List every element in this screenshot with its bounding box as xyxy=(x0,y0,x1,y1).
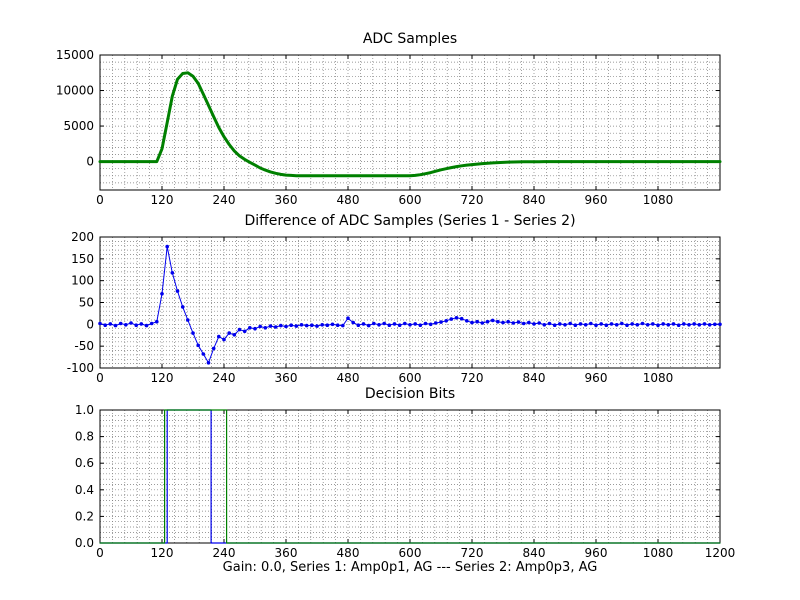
chart-difference-xtick-label: 240 xyxy=(213,371,236,385)
chart-decision-bits-xtick-label: 0 xyxy=(96,546,104,560)
chart-adc-samples-xtick-label: 600 xyxy=(399,193,422,207)
chart-adc-samples-xtick-label: 840 xyxy=(523,193,546,207)
chart-decision-bits-xtick-label: 1200 xyxy=(705,546,736,560)
chart-difference-ytick-label: -100 xyxy=(67,361,94,375)
chart-adc-samples-ticks xyxy=(99,54,720,190)
chart-adc-samples-xtick-label: 0 xyxy=(96,193,104,207)
chart-difference-ytick-label: 100 xyxy=(71,274,94,288)
chart-difference-ytick-label: 150 xyxy=(71,252,94,266)
chart-difference-xtick-label: 720 xyxy=(461,371,484,385)
chart-decision-bits-ytick-label: 0.2 xyxy=(75,509,94,523)
chart-difference-ytick-label: 0 xyxy=(86,317,94,331)
chart-decision-bits-xtick-label: 120 xyxy=(151,546,174,560)
chart-adc-samples-xtick-label: 480 xyxy=(337,193,360,207)
chart-decision-bits-ytick-label: 0.8 xyxy=(75,430,94,444)
chart-decision-bits-grid xyxy=(99,409,721,544)
chart-adc-samples-xtick-label: 1080 xyxy=(643,193,674,207)
chart-difference-markers-difference xyxy=(98,244,722,365)
chart-decision-bits-xtick-label: 240 xyxy=(213,546,236,560)
chart-difference-xtick-label: 120 xyxy=(151,371,174,385)
chart-difference-ytick-label: 50 xyxy=(79,296,94,310)
chart-decision-bits: 0 120 240 360 480 600 720 840 960 1080 1200 0.0 0.2 0… xyxy=(75,403,735,560)
chart-decision-bits-ytick-label: 0.4 xyxy=(75,483,94,497)
chart-adc-samples-xtick-label: 960 xyxy=(585,193,608,207)
chart-adc-samples-xtick-label: 720 xyxy=(461,193,484,207)
chart-difference-xtick-label: 0 xyxy=(96,371,104,385)
chart-adc-samples-ytick-label: 5000 xyxy=(63,119,94,133)
chart-decision-bits-ytick-label: 0.6 xyxy=(75,456,94,470)
chart-difference-xtick-label: 480 xyxy=(337,371,360,385)
chart-decision-bits-ytick-label: 0.0 xyxy=(75,536,94,550)
chart-decision-bits-xtick-label: 840 xyxy=(523,546,546,560)
chart-difference-xtick-label: 840 xyxy=(523,371,546,385)
chart-difference-xtick-label: 360 xyxy=(275,371,298,385)
chart-adc-samples-ytick-label: 15000 xyxy=(56,48,94,62)
figure-xlabel: Gain: 0.0, Series 1: Amp0p1, AG --- Seri… xyxy=(222,560,598,575)
chart-difference-grid xyxy=(99,236,721,369)
chart-decision-bits-series-decision-series1 xyxy=(99,409,721,544)
chart-adc-samples-ytick-label: 10000 xyxy=(56,84,94,98)
chart-adc-samples-xtick-label: 120 xyxy=(151,193,174,207)
chart-adc-samples-series-adc-pulse xyxy=(98,71,722,178)
chart-adc-samples-ytick-label: 0 xyxy=(86,155,94,169)
chart3-title: Decision Bits xyxy=(364,386,456,402)
chart-difference: 0 120 240 360 480 600 720 840 960 1080 -100 -50 0 50 1… xyxy=(67,230,722,385)
chart-adc-samples-xtick-label: 240 xyxy=(213,193,236,207)
chart-difference-ytick-label: 200 xyxy=(71,230,94,244)
chart-decision-bits-xtick-label: 1080 xyxy=(643,546,674,560)
chart-difference-xtick-label: 1080 xyxy=(643,371,674,385)
chart2-title: Difference of ADC Samples (Series 1 - Se… xyxy=(244,213,576,229)
chart1-title: ADC Samples xyxy=(362,31,458,47)
chart-difference-xtick-label: 960 xyxy=(585,371,608,385)
chart-adc-samples-xtick-label: 360 xyxy=(275,193,298,207)
chart-decision-bits-xtick-label: 480 xyxy=(337,546,360,560)
chart-difference-xtick-label: 600 xyxy=(399,371,422,385)
chart-decision-bits-xtick-label: 960 xyxy=(585,546,608,560)
chart-adc-samples-tick-labels: 0 120 240 360 480 600 720 840 960 1080 0 5000 10000 1… xyxy=(56,48,673,207)
chart-decision-bits-tick-labels: 0 120 240 360 480 600 720 840 960 1080 1200 0.0 0.2 0… xyxy=(75,403,735,560)
chart-decision-bits-xtick-label: 600 xyxy=(399,546,422,560)
chart-adc-samples: 0 120 240 360 480 600 720 840 960 1080 0 5000 10000 1… xyxy=(56,48,722,207)
chart-decision-bits-xtick-label: 360 xyxy=(275,546,298,560)
chart-difference-tick-labels: 0 120 240 360 480 600 720 840 960 1080 -100 -50 0 50 1… xyxy=(67,230,674,385)
chart-decision-bits-xtick-label: 720 xyxy=(461,546,484,560)
chart-difference-ytick-label: -50 xyxy=(74,339,94,353)
chart-decision-bits-ytick-label: 1.0 xyxy=(75,403,94,417)
